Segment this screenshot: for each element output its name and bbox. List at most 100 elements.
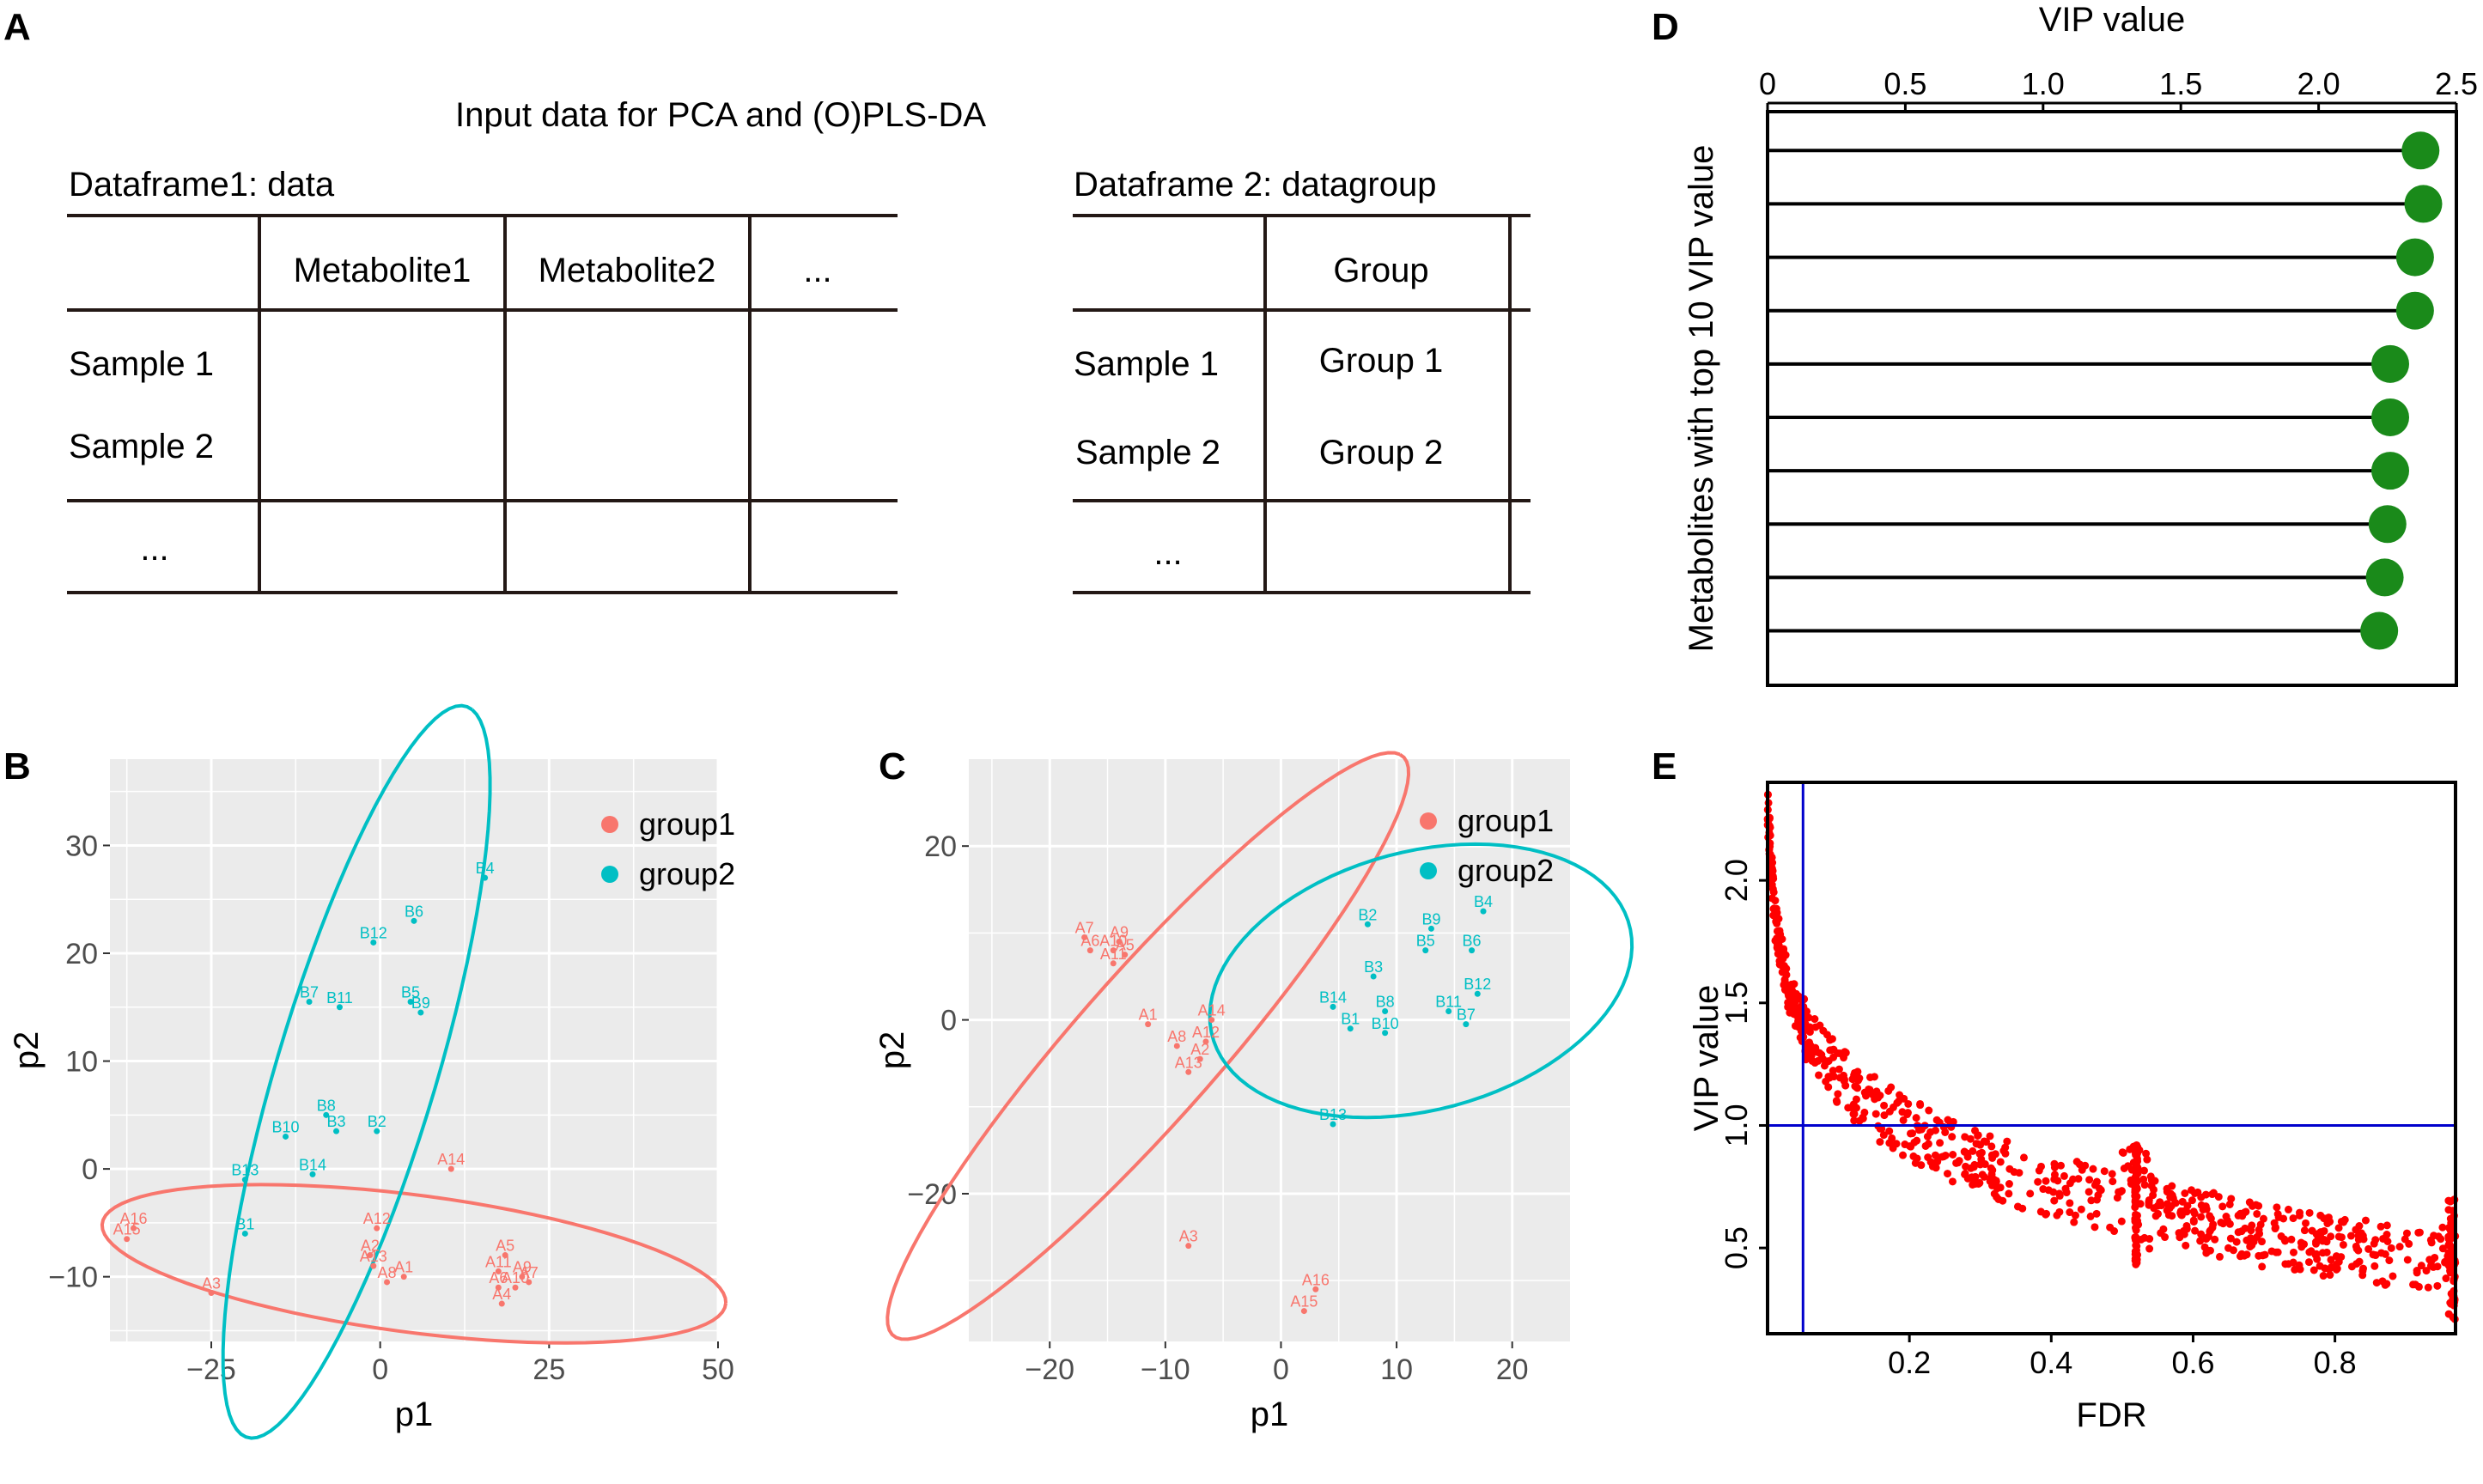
chart-e-point xyxy=(2166,1193,2175,1201)
chart-b-point-label-b13: B13 xyxy=(231,1162,259,1179)
df1-row-2: Sample 2 xyxy=(69,428,214,465)
chart-e-point xyxy=(2157,1201,2165,1210)
chart-e-point xyxy=(1928,1162,1937,1171)
chart-e-point xyxy=(2117,1217,2126,1226)
chart-e-point xyxy=(2339,1240,2347,1249)
chart-e-point xyxy=(2438,1244,2447,1253)
chart-c-point-b12 xyxy=(1474,990,1481,997)
chart-e-point xyxy=(2395,1243,2404,1251)
chart-c-point-a13 xyxy=(1185,1068,1192,1075)
chart-d-x-tick-label: 1.5 xyxy=(2159,66,2202,101)
chart-e-point xyxy=(2133,1258,2141,1267)
chart-c-point-label-a16: A16 xyxy=(1302,1271,1330,1288)
chart-e-point xyxy=(2120,1164,2128,1172)
chart-c-point-b4 xyxy=(1480,908,1487,915)
chart-e-point xyxy=(2132,1217,2140,1226)
chart-c-point-a7 xyxy=(1081,934,1088,940)
chart-e-point xyxy=(2403,1256,2412,1264)
chart-e-point xyxy=(1840,1054,1848,1062)
chart-b-point-a11 xyxy=(495,1268,502,1274)
chart-e-point xyxy=(2287,1235,2296,1244)
chart-e-point xyxy=(1978,1171,1987,1179)
chart-e-point xyxy=(2042,1177,2050,1185)
chart-e-point xyxy=(1961,1170,1969,1178)
chart-b-x-tick-label: 0 xyxy=(372,1353,388,1386)
chart-e-point xyxy=(2189,1216,2198,1225)
chart-e-point xyxy=(2437,1235,2445,1244)
chart-e-y-tick-label: 0.5 xyxy=(1719,1226,1754,1269)
chart-e-point xyxy=(2151,1212,2160,1220)
chart-b-point-b13 xyxy=(241,1177,248,1183)
chart-e-point xyxy=(2224,1244,2233,1252)
chart-b-point-b6 xyxy=(411,917,417,924)
chart-e-point xyxy=(2201,1190,2210,1199)
chart-e-point xyxy=(2036,1207,2045,1216)
df1-header-1: Metabolite1 xyxy=(294,252,472,289)
chart-e-point xyxy=(1900,1094,1908,1103)
df2-header: Group xyxy=(1333,252,1428,289)
chart-e-point xyxy=(1948,1177,1957,1186)
chart-e-point xyxy=(1811,1023,1820,1031)
chart-e-point xyxy=(2139,1166,2148,1175)
chart-e-point xyxy=(1840,1071,1848,1080)
chart-c-point-label-b2: B2 xyxy=(1358,906,1377,923)
chart-e-point xyxy=(2208,1224,2217,1232)
chart-e-point xyxy=(2389,1272,2397,1280)
chart-b-point-a7 xyxy=(526,1279,533,1286)
chart-e-point xyxy=(2417,1262,2425,1270)
chart-e-point xyxy=(2426,1236,2435,1244)
chart-b-y-tick-label: −10 xyxy=(48,1262,98,1294)
chart-e-point xyxy=(1899,1151,1908,1159)
chart-c-point-label-a15: A15 xyxy=(1290,1293,1318,1311)
chart-d-dot-7 xyxy=(2371,452,2410,490)
chart-b-point-label-a4: A4 xyxy=(492,1286,511,1303)
chart-e-point xyxy=(2346,1232,2355,1240)
chart-b-x-tick-label: −25 xyxy=(186,1353,236,1386)
chart-b-legend-key-group2 xyxy=(601,866,618,883)
panel-a-tables: Input data for PCA and (O)PLS-DA Datafra… xyxy=(67,96,1531,594)
chart-e-point xyxy=(1780,981,1789,989)
chart-b-point-b4 xyxy=(482,874,489,881)
chart-e-point xyxy=(1976,1160,1985,1169)
chart-e-point xyxy=(1987,1173,1996,1182)
chart-e-point xyxy=(2361,1216,2370,1225)
chart-e-y-axis-title: VIP value xyxy=(1688,985,1725,1132)
chart-e-point xyxy=(2132,1151,2140,1159)
chart-e-point xyxy=(2062,1189,2071,1197)
chart-d-dot-6 xyxy=(2371,398,2410,436)
panel-label-b: B xyxy=(3,745,31,788)
chart-e-point xyxy=(2176,1233,2184,1242)
chart-e-point xyxy=(2066,1199,2074,1207)
chart-c-point-a14 xyxy=(1208,1017,1215,1024)
chart-d-dot-3 xyxy=(2395,238,2434,277)
chart-e-point xyxy=(1835,1065,1843,1073)
chart-c-x-axis-title: p1 xyxy=(1251,1396,1289,1433)
chart-e-point xyxy=(2202,1235,2211,1244)
chart-e-point xyxy=(1987,1142,1996,1151)
chart-e-point xyxy=(1769,888,1778,897)
chart-e-point xyxy=(2206,1214,2215,1223)
chart-e-point xyxy=(1977,1148,1986,1157)
chart-b-y-tick-label: 30 xyxy=(65,830,98,862)
chart-e-point xyxy=(2433,1281,2442,1290)
chart-e-point xyxy=(2248,1241,2256,1250)
chart-c-legend-label-group2: group2 xyxy=(1458,853,1554,888)
chart-c-point-label-b5: B5 xyxy=(1416,933,1435,950)
chart-e-point xyxy=(1899,1116,1908,1124)
df2-title: Dataframe 2: datagroup xyxy=(1074,166,1436,204)
chart-b-point-a6 xyxy=(495,1284,502,1291)
chart-c-point-label-b10: B10 xyxy=(1372,1015,1399,1032)
chart-e-point xyxy=(2036,1162,2045,1171)
chart-e-point xyxy=(2176,1209,2185,1218)
chart-e-point xyxy=(2447,1219,2456,1227)
chart-d-dot-2 xyxy=(2404,185,2443,223)
chart-e-point xyxy=(2334,1257,2343,1266)
chart-e-point xyxy=(2074,1175,2083,1183)
chart-e-point xyxy=(2131,1247,2139,1256)
chart-b-point-b9 xyxy=(417,1009,424,1016)
chart-d-x-tick-label: 0 xyxy=(1759,66,1776,101)
df1-row-3: ... xyxy=(140,530,168,568)
chart-e-point xyxy=(1944,1170,1952,1178)
chart-e-x-tick-label: 0.2 xyxy=(1888,1345,1931,1380)
